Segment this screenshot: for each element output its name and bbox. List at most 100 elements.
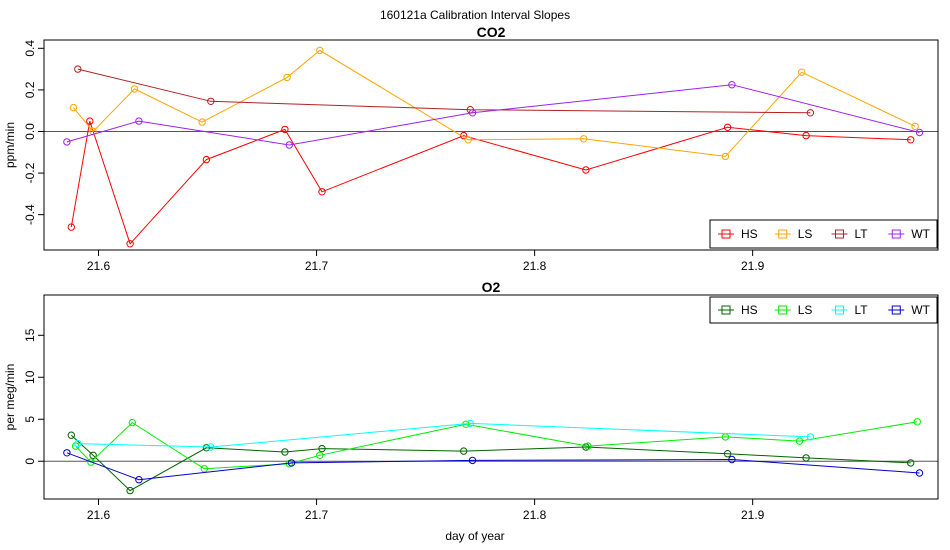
legend-label-wt: WT (911, 227, 930, 241)
data-point-wt (915, 128, 924, 137)
series-line-lt (77, 422, 811, 448)
y-tick-label: -0.4 (23, 204, 37, 225)
data-point-wt (728, 455, 736, 464)
data-point-hs (67, 223, 76, 231)
x-tick-label: 21.7 (305, 508, 329, 522)
data-point-ls (128, 418, 137, 427)
series-line-ls (75, 421, 918, 470)
data-point-wt (468, 456, 477, 465)
legend-label-lt: LT (855, 227, 869, 241)
data-point-ls (316, 46, 324, 55)
legend-swatch-wt (891, 229, 901, 239)
data-point-ls (198, 118, 206, 126)
y-axis-label: ppm/min (3, 122, 17, 168)
data-point-ls (911, 122, 919, 131)
data-point-hs (202, 155, 211, 164)
legend-swatch-hs (721, 229, 731, 239)
plot-frame (43, 39, 939, 251)
x-tick-label: 21.7 (305, 259, 329, 273)
y-tick-label: 10 (23, 370, 37, 384)
series-line-wt (66, 452, 920, 481)
y-axis-label: per meg/min (3, 364, 17, 431)
legend-swatch-wt (891, 305, 901, 315)
data-point-ls (584, 442, 592, 450)
series-line-wt (66, 84, 920, 146)
series-line-hs (70, 434, 911, 492)
data-point-ls (721, 152, 730, 161)
x-tick-label: 21.6 (87, 508, 111, 522)
figure-title: 160121a Calibration Interval Slopes (380, 8, 570, 22)
data-point-hs (907, 136, 915, 144)
data-point-wt (63, 449, 71, 457)
y-tick-label: 0.2 (23, 81, 37, 98)
data-point-hs (582, 166, 590, 174)
y-tick-label: 0.4 (23, 40, 37, 57)
legend: HS LS LT WT (709, 296, 938, 324)
x-tick-label: 21.9 (741, 259, 765, 273)
legend-swatch-lt (835, 229, 844, 239)
data-point-ls (130, 85, 139, 93)
data-point-hs (723, 450, 732, 458)
legend-label-wt: WT (911, 303, 930, 317)
o2-panel: O2 21.6 21.7 21.8 21.9 0 5 10 15 per meg/min HS LS L… (3, 279, 939, 522)
data-point-wt (915, 469, 924, 477)
data-point-lt (207, 443, 215, 451)
data-point-hs (126, 240, 134, 248)
legend-label-ls: LS (798, 227, 813, 241)
data-point-ls (71, 442, 80, 450)
legend-swatch-lt (835, 305, 844, 315)
legend-label-hs: HS (741, 303, 758, 317)
panel-title: CO2 (477, 24, 506, 40)
data-point-wt (728, 81, 736, 89)
data-point-hs (318, 444, 326, 453)
data-point-hs (86, 117, 94, 125)
panel-title: O2 (482, 279, 501, 295)
data-point-wt (135, 117, 143, 125)
legend-swatch-ls (778, 305, 788, 315)
legend-swatch-hs (721, 305, 731, 315)
data-point-ls (283, 73, 291, 82)
data-point-wt (287, 459, 296, 467)
y-tick-label: -0.2 (23, 162, 37, 183)
y-tick-label: 15 (23, 328, 37, 342)
data-point-hs (907, 459, 915, 467)
data-point-ls (87, 458, 95, 466)
y-tick-label: 0 (23, 458, 37, 465)
data-point-hs (802, 131, 810, 140)
x-tick-label: 21.9 (741, 508, 765, 522)
x-axis-label: day of year (445, 529, 504, 543)
data-point-wt (63, 138, 71, 146)
series-line-hs (70, 120, 911, 245)
data-point-hs (802, 454, 810, 462)
y-tick-label: 0.0 (23, 123, 37, 140)
data-point-lt (806, 433, 815, 441)
legend-label-ls: LS (798, 303, 813, 317)
data-point-wt (135, 476, 143, 484)
legend-label-hs: HS (741, 227, 758, 241)
data-point-hs (460, 447, 468, 455)
data-point-ls (795, 437, 804, 445)
data-point-lt (806, 109, 815, 117)
data-point-ls (913, 418, 921, 426)
data-point-wt (468, 109, 477, 117)
data-point-hs (723, 123, 732, 132)
legend-swatch-ls (778, 229, 788, 239)
data-point-hs (67, 431, 76, 439)
data-point-wt (285, 141, 293, 149)
plot-frame (43, 294, 939, 500)
legend-label-lt: LT (855, 303, 869, 317)
data-point-ls (464, 136, 472, 144)
x-tick-label: 21.6 (87, 259, 111, 273)
data-point-lt (74, 65, 82, 73)
data-point-hs (202, 444, 211, 452)
co2-panel: CO2 21.6 21.7 21.8 21.9 -0.4 -0.2 0.0 0.2 0.4 ppm/… (3, 24, 939, 273)
legend: HS LS LT WT (709, 219, 938, 249)
data-point-hs (281, 125, 289, 134)
data-point-hs (89, 451, 97, 459)
data-point-hs (281, 448, 289, 456)
x-tick-label: 21.8 (523, 508, 547, 522)
data-point-lt (207, 97, 215, 106)
data-point-lt (466, 419, 474, 428)
x-tick-label: 21.8 (523, 259, 547, 273)
